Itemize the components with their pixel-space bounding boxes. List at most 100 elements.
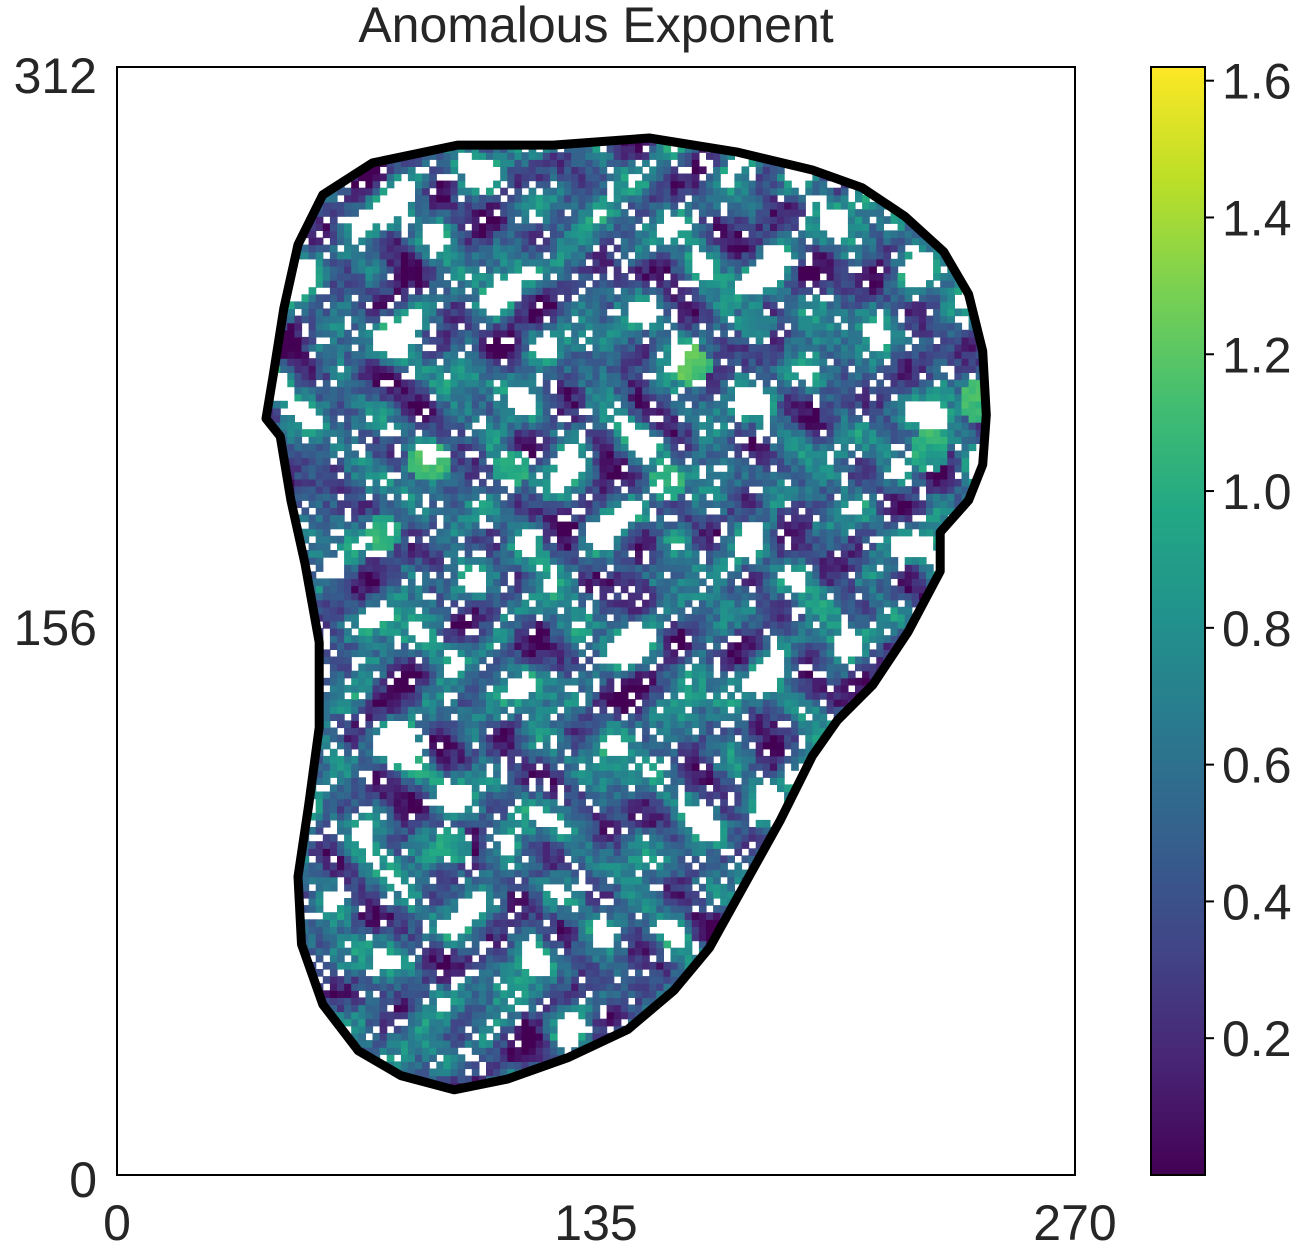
heatmap-cell [606,329,615,338]
heatmap-cell [528,571,537,579]
heatmap-cell [443,486,452,494]
heatmap-cell [351,649,359,658]
heatmap-cell [564,493,572,501]
heatmap-cell [436,1040,444,1048]
heatmap-cell [393,230,402,239]
heatmap-cell [337,635,345,643]
heatmap-cell [329,244,338,253]
heatmap-cell [606,812,615,821]
heatmap-cell [457,642,466,650]
heatmap-cell [542,699,551,707]
heatmap-cell [315,812,324,821]
heatmap-cell [329,784,338,793]
heatmap-cell [429,621,437,629]
heatmap-cell [578,834,586,842]
heatmap-cell [379,983,388,991]
heatmap-cell [606,201,615,210]
heatmap-cell [599,223,608,231]
heatmap-cell [443,251,452,260]
heatmap-cell [486,883,494,892]
heatmap-cell [578,159,586,167]
heatmap-cell [486,216,494,224]
heatmap-cell [358,578,366,587]
heatmap-cell [500,1025,508,1034]
heatmap-cell [400,663,409,672]
heatmap-cell [337,670,345,679]
heatmap-cell [578,166,586,175]
heatmap-cell [400,684,409,693]
heatmap-cell [592,1032,601,1041]
heatmap-cell [592,834,601,842]
heatmap-cell [599,329,608,338]
heatmap-cell [407,301,416,310]
heatmap-cell [407,1040,416,1048]
heatmap-cell [429,656,437,665]
heatmap-cell [514,166,523,175]
heatmap-cell [337,436,345,444]
heatmap-cell [613,336,622,345]
heatmap-cell [322,947,331,956]
heatmap-cell [557,251,565,260]
heatmap-cell [393,905,402,913]
heatmap-cell [613,933,622,942]
heatmap-cell [464,1061,473,1070]
heatmap-cell [535,315,544,324]
heatmap-cell [578,571,586,579]
heatmap-cell [627,734,636,743]
heatmap-cell [407,692,416,700]
heatmap-cell [386,1047,395,1055]
heatmap-cell [642,748,650,757]
heatmap-cell [450,905,459,913]
heatmap-cell [344,1018,352,1027]
heatmap-cell [627,329,636,338]
heatmap-cell [542,670,551,679]
heatmap-cell [471,1047,480,1055]
heatmap-cell [351,954,359,963]
heatmap-cell [443,841,452,849]
heatmap-cell [386,692,395,700]
heatmap-cell [549,969,558,977]
heatmap-cell [571,997,579,1006]
heatmap-cell [599,180,608,189]
heatmap-cell [549,422,558,430]
heatmap-cell [578,365,586,373]
heatmap-cell [478,450,487,459]
heatmap-cell [613,663,622,672]
heatmap-cell [351,635,359,643]
heatmap-cell [599,1025,608,1034]
heatmap-cell [606,713,615,721]
heatmap-cell [606,457,615,466]
heatmap-cell [358,493,366,501]
heatmap-cell [599,947,608,956]
heatmap-cell [549,898,558,906]
heatmap-cell [471,777,480,785]
heatmap-cell [443,294,452,302]
heatmap-cell [429,1040,437,1048]
heatmap-cell [578,848,586,856]
heatmap-cell [613,1011,622,1020]
heatmap-cell [528,500,537,508]
heatmap-cell [301,386,310,395]
heatmap-cell [493,990,501,998]
heatmap-cell [450,720,459,729]
heatmap-cell [280,344,288,352]
heatmap-cell [514,422,523,430]
heatmap-cell [507,251,515,260]
heatmap-cell [564,905,572,913]
heatmap-cell [379,351,388,359]
heatmap-cell [599,812,608,821]
heatmap-cell [365,422,374,430]
heatmap-cell [422,961,430,970]
heatmap-cell [464,961,473,970]
heatmap-cell [493,400,501,409]
heatmap-cell [415,1025,423,1034]
heatmap-cell [578,748,586,757]
heatmap-cell [514,478,523,487]
heatmap-cell [429,1054,437,1062]
heatmap-cell [507,372,515,381]
heatmap-cell [407,478,416,487]
heatmap-cell [535,265,544,274]
heatmap-cell [457,372,466,381]
heatmap-cell [393,386,402,395]
heatmap-cell [606,784,615,793]
